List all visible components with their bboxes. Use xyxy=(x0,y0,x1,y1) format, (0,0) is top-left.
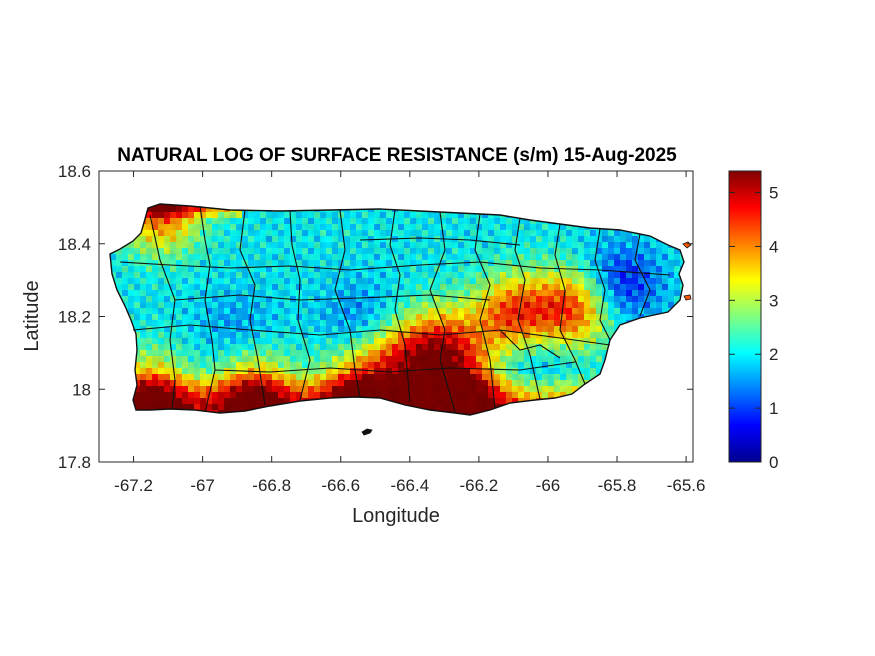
y-axis-ticks: 17.8 18 18.2 18.4 18.6 xyxy=(58,162,693,472)
x-axis-label: Longitude xyxy=(352,505,440,527)
municipality-border xyxy=(119,261,671,276)
colorbar-tick-label: 3 xyxy=(769,291,778,310)
islet-caja-de-muertos xyxy=(361,428,373,436)
municipality-border xyxy=(594,228,611,341)
municipality-border xyxy=(174,294,491,301)
municipality-border xyxy=(214,361,576,373)
colorbar-tick-label: 1 xyxy=(769,399,778,418)
municipality-border xyxy=(634,233,651,317)
x-tick-label: -66.2 xyxy=(460,476,499,495)
municipality-border xyxy=(132,324,611,346)
y-tick-label: 18 xyxy=(72,380,91,399)
y-tick-label: 18.4 xyxy=(58,235,91,254)
x-tick-label: -67.2 xyxy=(114,476,153,495)
x-tick-label: -65.6 xyxy=(667,476,706,495)
island-coastline xyxy=(109,203,685,416)
municipality-borders xyxy=(119,205,671,413)
chart-title: NATURAL LOG OF SURFACE RESISTANCE (s/m) … xyxy=(117,145,677,166)
municipality-border xyxy=(239,209,266,406)
islet-east xyxy=(682,241,692,301)
x-tick-label: -66.8 xyxy=(252,476,291,495)
y-tick-label: 17.8 xyxy=(58,453,91,472)
x-tick-label: -65.8 xyxy=(598,476,637,495)
y-tick-label: 18.2 xyxy=(58,308,91,327)
x-axis-ticks: -67.2 -67 -66.8 -66.6 -66.4 -66.2 -66 -65.8 -65.… xyxy=(114,171,705,495)
y-tick-label: 18.6 xyxy=(58,162,91,181)
x-tick-label: -66.6 xyxy=(321,476,360,495)
x-tick-label: -67 xyxy=(190,476,215,495)
x-tick-label: -66.4 xyxy=(390,476,429,495)
municipality-border xyxy=(499,329,561,359)
colorbar-tick-label: 5 xyxy=(769,184,778,203)
municipality-border xyxy=(334,209,361,398)
municipality-border xyxy=(359,237,521,246)
colorbar-tick-label: 4 xyxy=(769,237,778,256)
x-tick-label: -66 xyxy=(536,476,561,495)
y-axis-label: Latitude xyxy=(21,280,43,351)
colorbar-ticks: 0 1 2 3 4 5 xyxy=(729,184,778,472)
municipality-border xyxy=(554,223,586,385)
colorbar xyxy=(728,170,762,463)
municipality-border xyxy=(474,213,496,409)
municipality-border xyxy=(149,214,176,410)
colorbar-tick-label: 0 xyxy=(769,453,778,472)
colorbar-tick-label: 2 xyxy=(769,345,778,364)
